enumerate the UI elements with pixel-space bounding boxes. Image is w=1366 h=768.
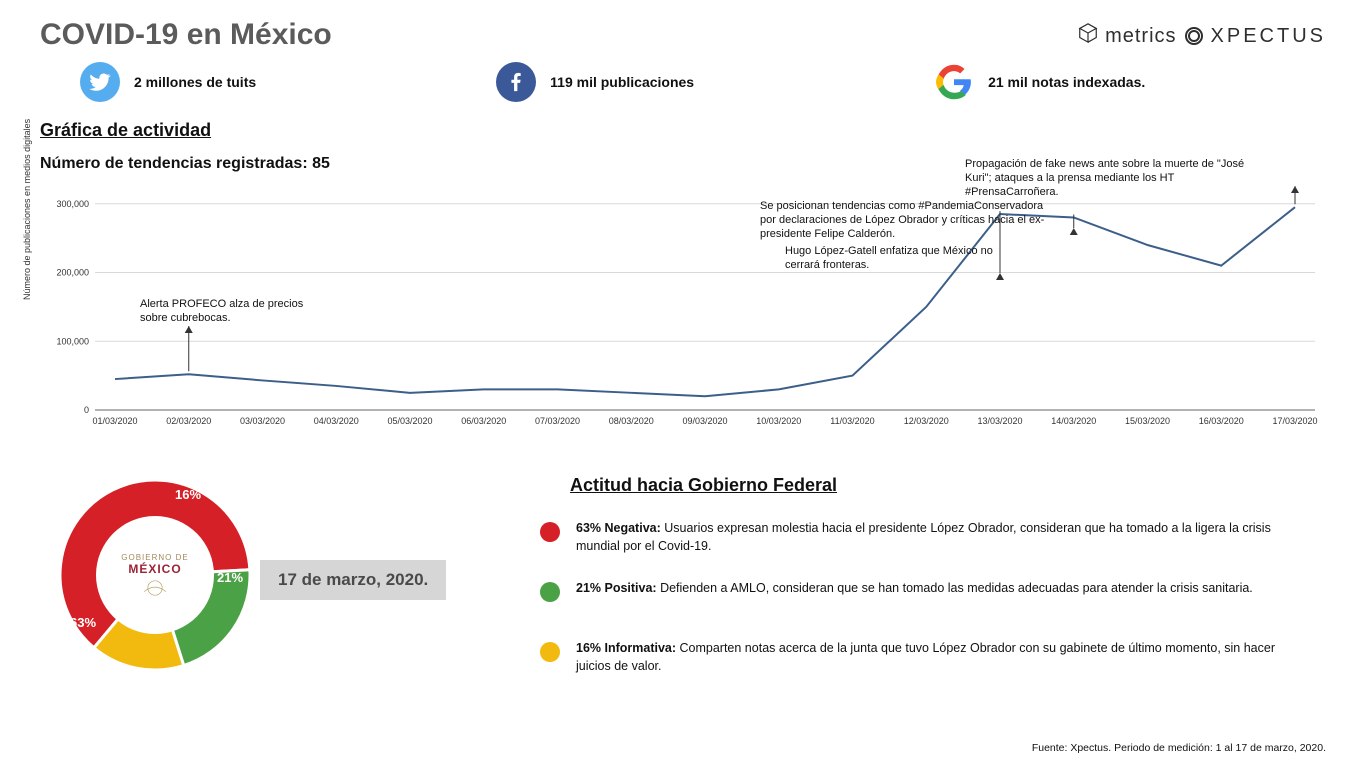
stat-facebook-label: 119 mil publicaciones — [550, 74, 694, 90]
brand-text-right: XPECTUS — [1211, 25, 1326, 48]
chart-annotation: Hugo López-Gatell enfatiza que México no… — [785, 245, 995, 273]
attitude-heading: Actitud hacia Gobierno Federal — [570, 475, 837, 496]
sentiment-dot-icon — [540, 642, 560, 662]
sentiment-donut-chart: GOBIERNO DE MÉXICO 63% 21% 16% — [45, 465, 265, 685]
sentiment-text: 63% Negativa: Usuarios expresan molestia… — [576, 520, 1306, 555]
stats-row: 2 millones de tuits 119 mil publicacione… — [80, 62, 1326, 102]
sentiment-dot-icon — [540, 582, 560, 602]
date-badge: 17 de marzo, 2020. — [260, 560, 446, 600]
stat-google: 21 mil notas indexadas. — [934, 62, 1145, 102]
svg-text:06/03/2020: 06/03/2020 — [461, 416, 506, 426]
donut-center-bottom: MÉXICO — [128, 562, 181, 576]
svg-text:12/03/2020: 12/03/2020 — [904, 416, 949, 426]
svg-text:04/03/2020: 04/03/2020 — [314, 416, 359, 426]
sentiment-row: 21% Positiva: Defienden a AMLO, consider… — [540, 580, 1306, 602]
sentiment-row: 16% Informativa: Comparten notas acerca … — [540, 640, 1306, 675]
donut-center-top: GOBIERNO DE — [121, 553, 188, 562]
brand-logos: metrics XPECTUS — [1077, 22, 1326, 50]
chart-annotation: Propagación de fake news ante sobre la m… — [965, 158, 1265, 199]
svg-text:300,000: 300,000 — [56, 199, 89, 209]
footer-source: Fuente: Xpectus. Periodo de medición: 1 … — [1032, 742, 1326, 754]
svg-text:10/03/2020: 10/03/2020 — [756, 416, 801, 426]
svg-text:17/03/2020: 17/03/2020 — [1272, 416, 1317, 426]
twitter-icon — [80, 62, 120, 102]
google-icon — [934, 62, 974, 102]
circle-icon — [1185, 27, 1203, 45]
sentiment-text: 16% Informativa: Comparten notas acerca … — [576, 640, 1306, 675]
facebook-icon — [496, 62, 536, 102]
chart-annotation: Se posicionan tendencias como #PandemiaC… — [760, 200, 1060, 241]
chart-annotation: Alerta PROFECO alza de precios sobre cub… — [140, 298, 310, 326]
sentiment-text: 21% Positiva: Defienden a AMLO, consider… — [576, 580, 1253, 598]
stat-twitter-label: 2 millones de tuits — [134, 74, 256, 90]
donut-center: GOBIERNO DE MÉXICO — [100, 520, 210, 630]
svg-text:11/03/2020: 11/03/2020 — [830, 416, 874, 426]
svg-text:05/03/2020: 05/03/2020 — [387, 416, 432, 426]
svg-text:16/03/2020: 16/03/2020 — [1199, 416, 1244, 426]
svg-text:200,000: 200,000 — [56, 268, 89, 278]
svg-text:01/03/2020: 01/03/2020 — [92, 416, 137, 426]
svg-text:08/03/2020: 08/03/2020 — [609, 416, 654, 426]
svg-text:07/03/2020: 07/03/2020 — [535, 416, 580, 426]
sentiment-dot-icon — [540, 522, 560, 542]
donut-percent-label: 21% — [217, 570, 243, 585]
svg-text:100,000: 100,000 — [56, 336, 89, 346]
stat-twitter: 2 millones de tuits — [80, 62, 256, 102]
stat-google-label: 21 mil notas indexadas. — [988, 74, 1145, 90]
donut-percent-label: 63% — [70, 615, 96, 630]
svg-text:09/03/2020: 09/03/2020 — [682, 416, 727, 426]
sentiment-row: 63% Negativa: Usuarios expresan molestia… — [540, 520, 1306, 555]
svg-text:0: 0 — [84, 405, 89, 415]
brand-text-left: metrics — [1105, 25, 1176, 48]
activity-chart-heading: Gráfica de actividad — [40, 120, 211, 141]
svg-text:03/03/2020: 03/03/2020 — [240, 416, 285, 426]
cube-icon — [1077, 22, 1099, 50]
svg-text:15/03/2020: 15/03/2020 — [1125, 416, 1170, 426]
page-title: COVID-19 en México — [40, 18, 332, 52]
svg-text:14/03/2020: 14/03/2020 — [1051, 416, 1096, 426]
svg-text:13/03/2020: 13/03/2020 — [977, 416, 1022, 426]
svg-text:02/03/2020: 02/03/2020 — [166, 416, 211, 426]
y-axis-label: Número de publicaciones en medios digita… — [22, 119, 32, 300]
donut-percent-label: 16% — [175, 487, 201, 502]
stat-facebook: 119 mil publicaciones — [496, 62, 694, 102]
